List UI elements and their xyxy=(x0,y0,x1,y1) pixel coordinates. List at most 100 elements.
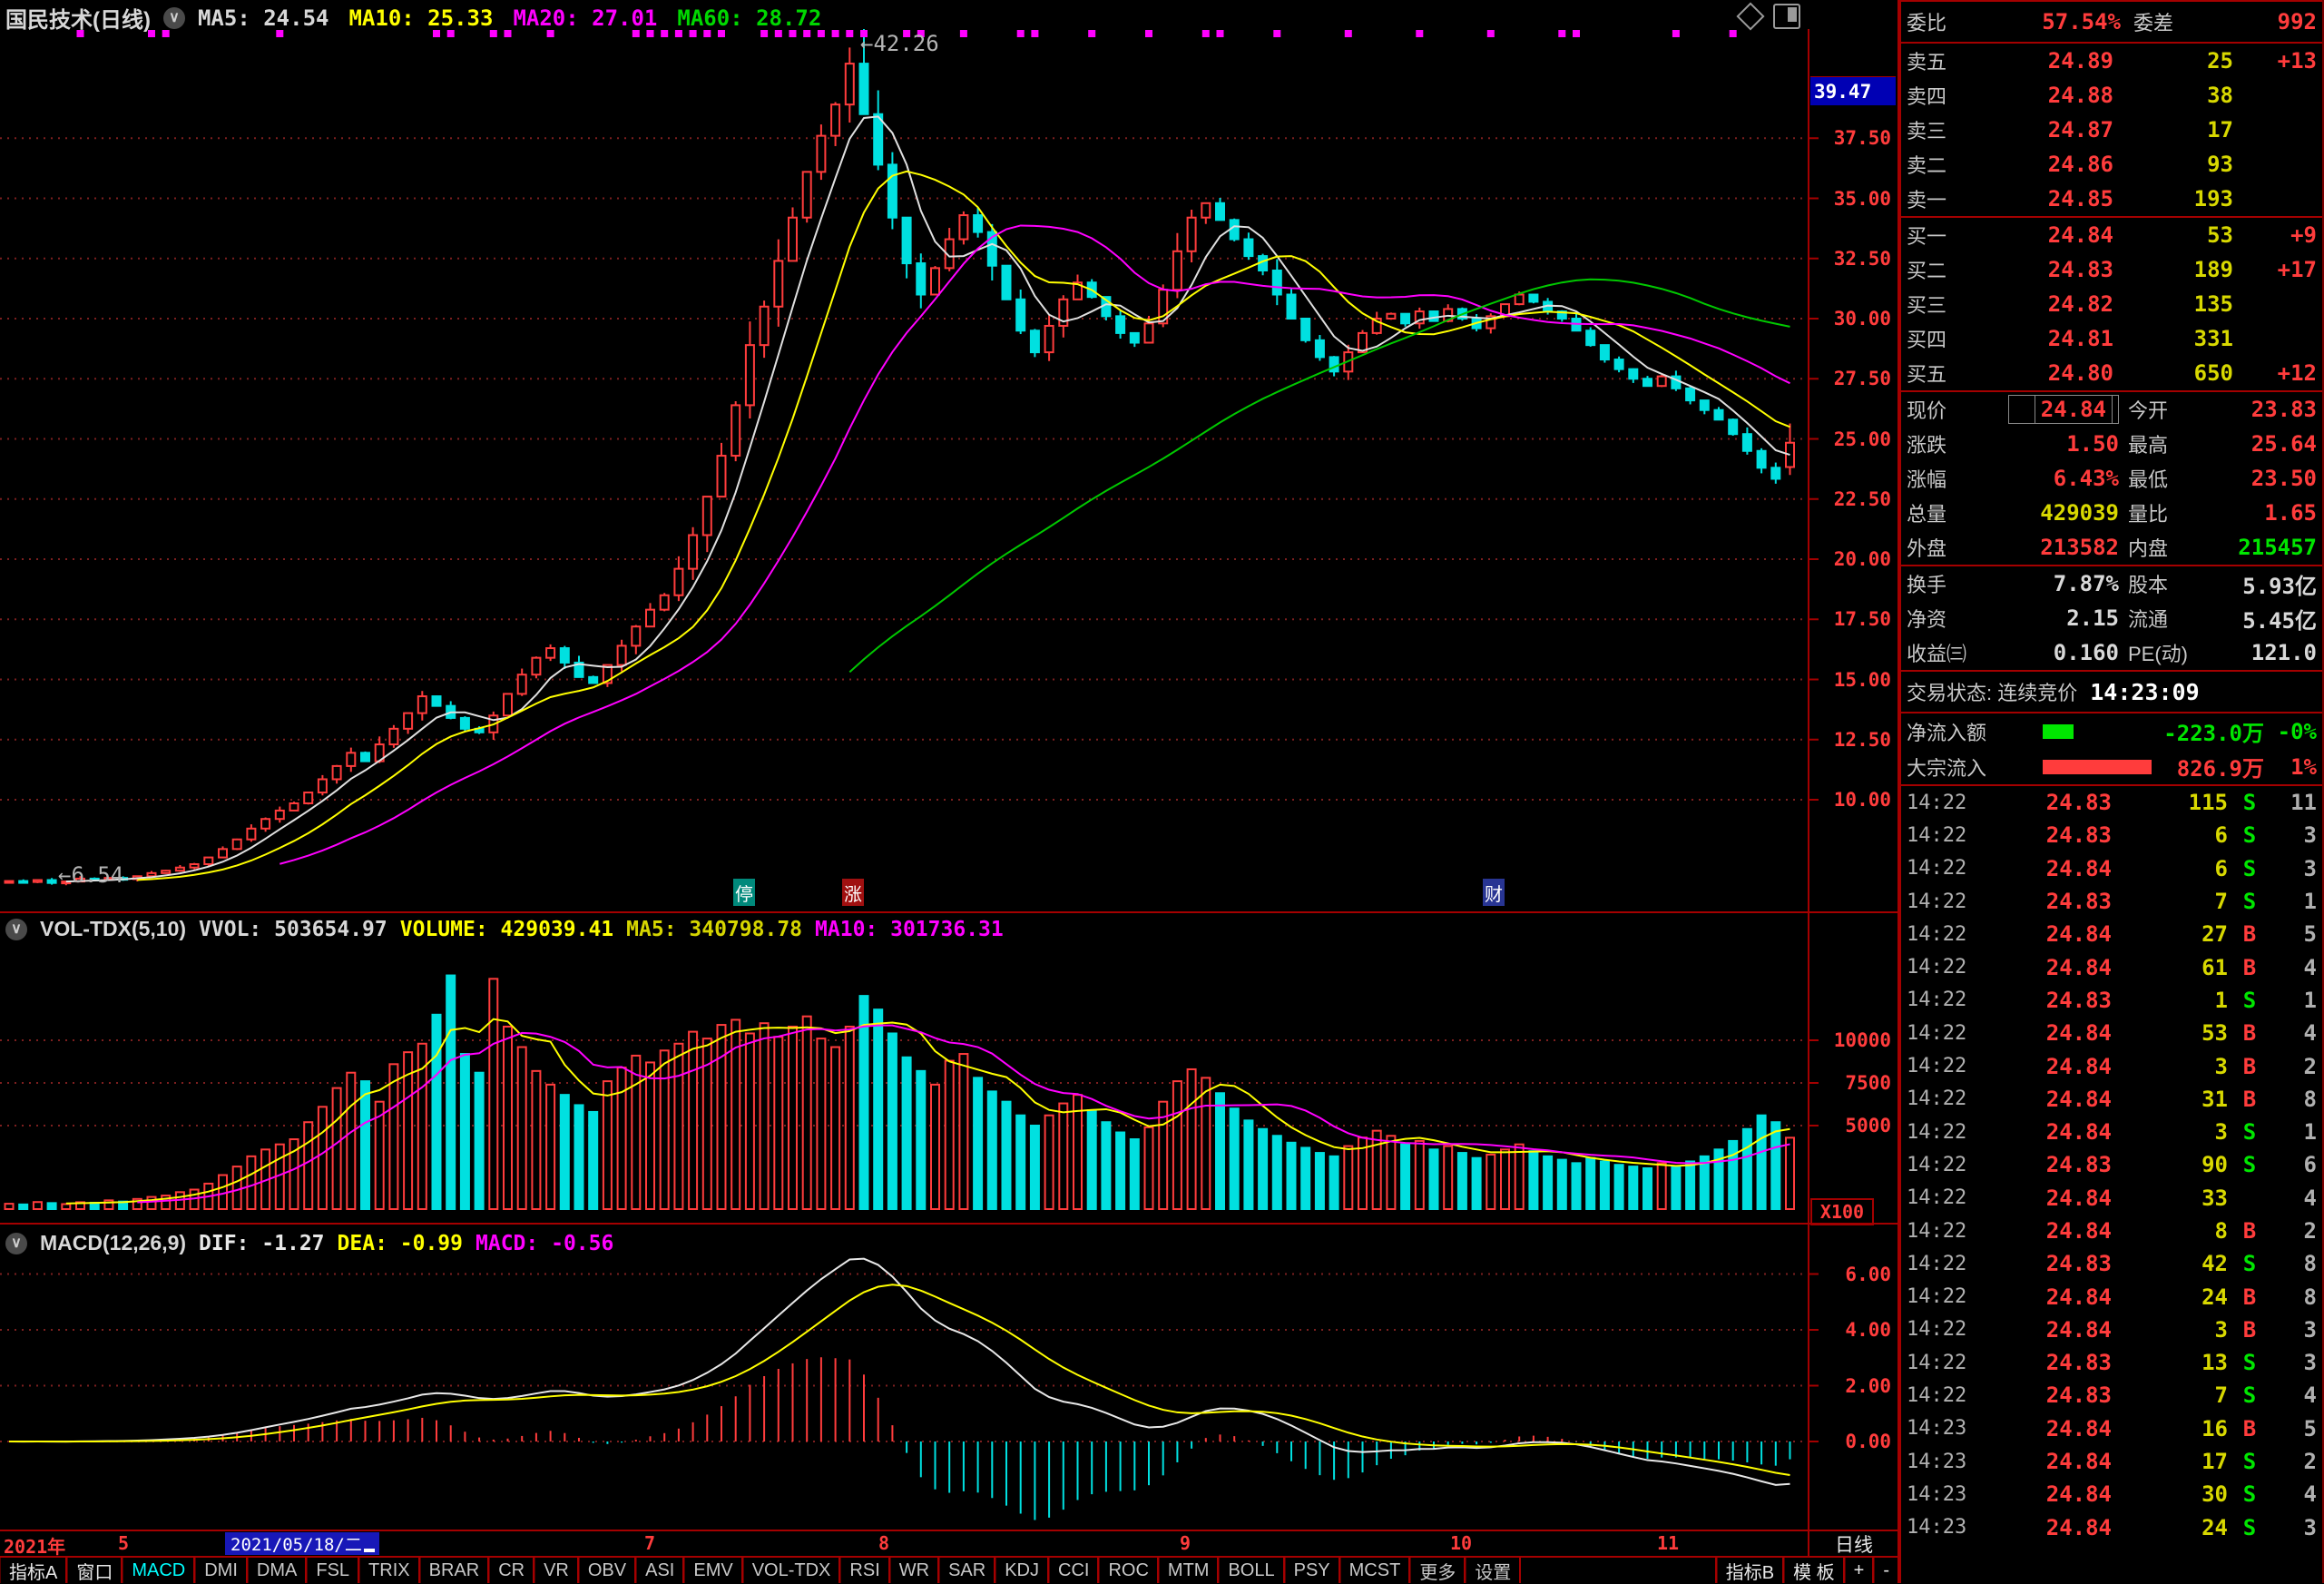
money-flow-section: 净流入额 -223.0万 -0% 大宗流入 826.9万 1% xyxy=(1901,713,2322,786)
tick-count: 4 xyxy=(2303,954,2317,980)
vol-indicator-name: VOL-TDX(5,10) xyxy=(40,917,187,940)
tick-time: 14:22 xyxy=(1907,1087,1967,1111)
indicator-tab-DMA[interactable]: DMA xyxy=(247,1558,308,1583)
tick-row: 14:22 24.83 13 S 3 xyxy=(1901,1346,2322,1379)
stat2-row-收益㈢: 收益㈢ 0.160 PE(动) 121.0 xyxy=(1901,635,2322,670)
chart-region[interactable]: 国民技术(日线) ∨ MA5: 24.54 MA10: 25.33 MA20: 27… xyxy=(0,0,1899,1583)
vol-ma5-value: MA5: 340798.78 xyxy=(626,917,803,941)
ask-row-卖四[interactable]: 卖四 24.88 38 xyxy=(1901,78,2322,113)
ask-volume: 193 xyxy=(2193,186,2233,212)
stat-value-内盘: 215457 xyxy=(2238,535,2317,560)
bid-row-买五[interactable]: 买五 24.80 650 +12 xyxy=(1901,356,2322,390)
toolbar-模 板[interactable]: 模 板 xyxy=(1784,1558,1845,1583)
tick-time: 14:22 xyxy=(1907,857,1967,881)
indicator-tab-PSY[interactable]: PSY xyxy=(1284,1558,1340,1583)
tick-price: 24.84 xyxy=(2045,1020,2112,1047)
ask-row-卖一[interactable]: 卖一 24.85 193 xyxy=(1901,182,2322,216)
indicator-tab-ASI[interactable]: ASI xyxy=(636,1558,685,1583)
indicator-tab-BOLL[interactable]: BOLL xyxy=(1219,1558,1285,1583)
volume-tick-5000: 5000 xyxy=(1845,1115,1891,1136)
stat-value-最高: 25.64 xyxy=(2250,431,2317,457)
indicator-tab-EMV[interactable]: EMV xyxy=(684,1558,743,1583)
tick-row: 14:23 24.84 16 B 5 xyxy=(1901,1412,2322,1445)
vvol-value: VVOL: 503654.97 xyxy=(199,917,387,941)
macd-tick-4: 4.00 xyxy=(1845,1319,1891,1341)
chevron-down-icon[interactable]: ∨ xyxy=(5,918,27,940)
tick-volume: 7 xyxy=(2214,889,2228,915)
event-marker-财[interactable]: 财 xyxy=(1483,879,1505,906)
indicator-tab-MACD[interactable]: MACD xyxy=(123,1558,196,1583)
toolbar-指标B[interactable]: 指标B xyxy=(1716,1558,1785,1583)
selected-date-badge: 2021/05/18/二 xyxy=(225,1532,379,1555)
bid-row-买一[interactable]: 买一 24.84 53 +9 xyxy=(1901,218,2322,252)
ask-label: 卖五 xyxy=(1907,51,1947,74)
tick-time: 14:23 xyxy=(1907,1450,1967,1473)
bid-row-买二[interactable]: 买二 24.83 189 +17 xyxy=(1901,252,2322,287)
tick-side: B xyxy=(2242,1316,2257,1343)
toolbar-+[interactable]: + xyxy=(1844,1558,1875,1583)
tick-side: S xyxy=(2242,790,2257,816)
tick-price: 24.83 xyxy=(2045,889,2112,915)
bid-row-买四[interactable]: 买四 24.81 331 xyxy=(1901,321,2322,356)
split-window-icon[interactable] xyxy=(1773,4,1800,29)
toolbar-窗口[interactable]: 窗口 xyxy=(67,1558,123,1583)
toolbar-指标A[interactable]: 指标A xyxy=(0,1558,68,1583)
flow-bar xyxy=(2043,723,2074,739)
indicator-tab-FSL[interactable]: FSL xyxy=(307,1558,360,1583)
indicator-tab-SAR[interactable]: SAR xyxy=(939,1558,996,1583)
indicator-tab-BRAR[interactable]: BRAR xyxy=(419,1558,490,1583)
tick-volume: 6 xyxy=(2214,822,2228,849)
indicator-tab-WR[interactable]: WR xyxy=(889,1558,940,1583)
tick-row: 14:22 24.84 53 B 4 xyxy=(1901,1017,2322,1049)
tick-volume: 13 xyxy=(2201,1350,2228,1376)
tick-count: 1 xyxy=(2303,1119,2317,1146)
ask-row-卖三[interactable]: 卖三 24.87 17 xyxy=(1901,113,2322,147)
indicator-tab-DMI[interactable]: DMI xyxy=(195,1558,248,1583)
price-tick-25: 25.00 xyxy=(1833,428,1891,450)
ask-delta: +13 xyxy=(2277,48,2317,74)
flow-row-大宗流入: 大宗流入 826.9万 1% xyxy=(1901,749,2322,784)
indicator-tab-CR[interactable]: CR xyxy=(489,1558,535,1583)
event-marker-停[interactable]: 停 xyxy=(733,879,755,906)
tick-count: 2 xyxy=(2303,1218,2317,1244)
chevron-down-icon[interactable]: ∨ xyxy=(162,6,185,29)
bid-row-买三[interactable]: 买三 24.82 135 xyxy=(1901,287,2322,321)
flow-value: -223.0万 xyxy=(2163,721,2264,746)
indicator-tab-TRIX[interactable]: TRIX xyxy=(359,1558,420,1583)
tick-time: 14:22 xyxy=(1907,1120,1967,1144)
indicator-tab-VR[interactable]: VR xyxy=(534,1558,579,1583)
diamond-icon[interactable] xyxy=(1736,2,1765,31)
indicator-tab-设置[interactable]: 设置 xyxy=(1466,1558,1522,1583)
flow-pct: 1% xyxy=(2290,753,2317,780)
chevron-down-icon[interactable]: ∨ xyxy=(5,1232,27,1254)
period-label[interactable]: 日线 xyxy=(1835,1535,1873,1556)
macd-tick-2: 2.00 xyxy=(1845,1374,1891,1397)
indicator-tab-RSI[interactable]: RSI xyxy=(840,1558,890,1583)
stat-label: 现价 xyxy=(1907,399,1947,422)
ask-price: 24.85 xyxy=(2047,186,2113,212)
indicator-tab-OBV[interactable]: OBV xyxy=(578,1558,637,1583)
tick-row: 14:22 24.84 31 B 8 xyxy=(1901,1083,2322,1116)
ask-label: 卖四 xyxy=(1907,85,1947,108)
trade-status-label: 交易状态: 连续竞价 xyxy=(1907,682,2078,704)
indicator-tab-更多[interactable]: 更多 xyxy=(1410,1558,1466,1583)
indicator-tab-KDJ[interactable]: KDJ xyxy=(995,1558,1049,1583)
tick-count: 8 xyxy=(2303,1086,2317,1112)
tick-row: 14:22 24.83 7 S 1 xyxy=(1901,885,2322,918)
ask-row-卖二[interactable]: 卖二 24.86 93 xyxy=(1901,147,2322,182)
tick-row: 14:22 24.84 33 4 xyxy=(1901,1182,2322,1215)
ask-row-卖五[interactable]: 卖五 24.89 25 +13 xyxy=(1901,44,2322,78)
indicator-tab-MCST[interactable]: MCST xyxy=(1339,1558,1411,1583)
indicator-tab-VOL-TDX[interactable]: VOL-TDX xyxy=(742,1558,841,1583)
indicator-tab-CCI[interactable]: CCI xyxy=(1049,1558,1100,1583)
indicator-tab-ROC[interactable]: ROC xyxy=(1099,1558,1159,1583)
stat-label: 外盘 xyxy=(1907,537,1947,560)
flow-value: 826.9万 xyxy=(2176,756,2264,782)
tick-price: 24.84 xyxy=(2045,1086,2112,1112)
ask-volume: 25 xyxy=(2207,48,2233,74)
tick-volume: 53 xyxy=(2201,1020,2228,1047)
tick-time: 14:22 xyxy=(1907,791,1967,814)
event-marker-涨[interactable]: 涨 xyxy=(842,879,864,906)
toolbar--[interactable]: - xyxy=(1874,1558,1899,1583)
indicator-tab-MTM[interactable]: MTM xyxy=(1158,1558,1220,1583)
